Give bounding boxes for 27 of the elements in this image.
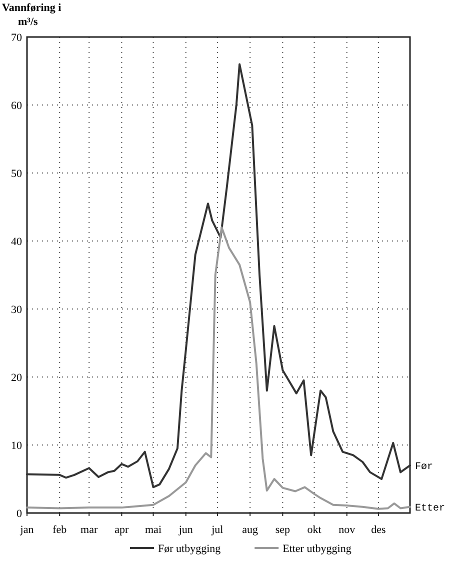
y-tick-label: 40: [11, 236, 22, 248]
x-tick-label: mai: [145, 524, 162, 536]
x-tick-label: aug: [242, 524, 259, 536]
line-series: [26, 63, 411, 488]
y-tick-label: 60: [11, 100, 22, 112]
x-tick-label: nov: [338, 524, 356, 536]
y-tick-label: 70: [11, 32, 22, 44]
x-tick-label: okt: [307, 524, 322, 536]
x-tick-label: mar: [80, 524, 98, 536]
x-tick-label: jan: [19, 524, 34, 536]
y-tick-label: 0: [16, 508, 22, 520]
y-tick-label: 30: [11, 304, 22, 316]
legend-label: Før utbygging: [158, 543, 222, 555]
y-tick-label: 10: [11, 440, 22, 452]
x-tick-label: jul: [210, 524, 224, 536]
x-tick-label: apr: [114, 524, 130, 536]
y-tick-label: 50: [11, 168, 22, 180]
x-tick-label: des: [371, 524, 386, 536]
y-axis-title: Vannføring i m³/s: [2, 2, 62, 28]
x-tick-label: sep: [275, 524, 291, 536]
x-tick-label: feb: [52, 524, 68, 536]
annotation: Etter: [415, 503, 446, 514]
legend-label: Etter utbygging: [282, 543, 352, 555]
annotation: Før: [415, 462, 434, 473]
x-tick-label: jun: [178, 524, 194, 536]
y-tick-label: 20: [11, 372, 22, 384]
line-series: [26, 226, 411, 510]
